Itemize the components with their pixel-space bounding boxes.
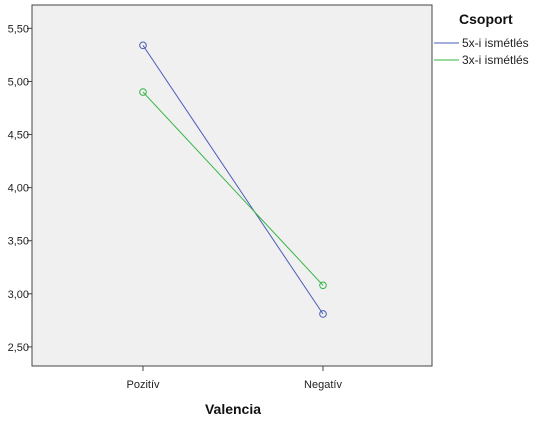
series-layer — [139, 41, 327, 318]
x-tick-label: Pozitív — [126, 379, 160, 391]
series-line — [142, 91, 324, 286]
x-axis-title: Valencia — [205, 401, 261, 417]
data-point — [319, 281, 327, 290]
data-point — [139, 41, 147, 50]
series-line — [142, 45, 324, 315]
y-tick-label: 4,50 — [8, 130, 29, 142]
y-axis: 2,50 3,00 3,50 4,00 4,50 5,00 5,50 — [8, 23, 32, 354]
y-tick-label: 3,50 — [8, 236, 29, 248]
x-tick-label: Negatív — [304, 379, 342, 391]
y-tick-label: 4,00 — [8, 183, 29, 195]
x-axis: Pozitív Negatív — [126, 366, 342, 391]
y-tick-label: 2,50 — [8, 342, 29, 354]
data-point — [319, 310, 327, 318]
plot-area — [31, 4, 433, 367]
y-tick-label: 5,00 — [8, 76, 29, 88]
y-tick-label: 5,50 — [8, 23, 29, 35]
legend-title: Csoport — [459, 11, 513, 27]
data-point — [139, 88, 147, 96]
legend-label: 3x-i ismétlés — [462, 53, 529, 67]
legend-label: 5x-i ismétlés — [462, 36, 529, 50]
y-tick-label: 3,00 — [8, 289, 29, 301]
legend: Csoport 5x-i ismétlés 3x-i ismétlés — [434, 11, 529, 67]
